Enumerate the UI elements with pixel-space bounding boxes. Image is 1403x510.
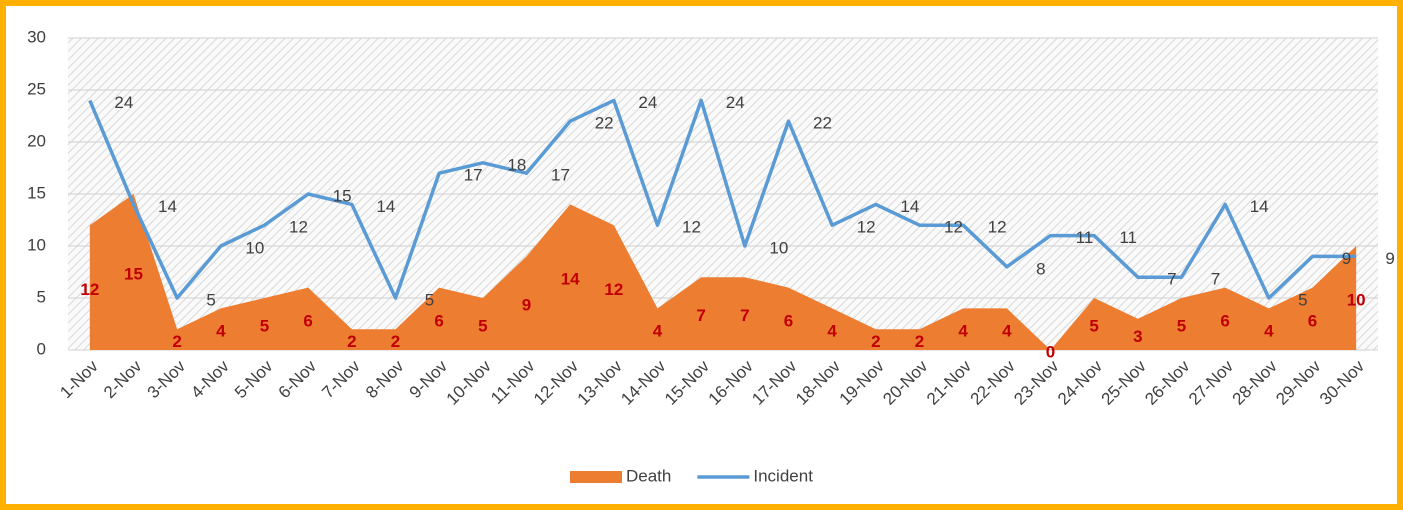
- legend-swatch: [570, 471, 622, 483]
- data-label: 4: [1002, 322, 1012, 341]
- data-label: 12: [857, 218, 876, 237]
- data-label: 5: [1298, 290, 1307, 309]
- data-label: 14: [376, 197, 395, 216]
- data-label: 12: [604, 280, 623, 299]
- legend-label: Death: [626, 466, 671, 485]
- data-label: 3: [1133, 327, 1142, 346]
- data-label: 12: [289, 218, 308, 237]
- data-label: 17: [464, 166, 483, 185]
- data-label: 6: [784, 311, 793, 330]
- data-label: 6: [1308, 311, 1317, 330]
- data-label: 5: [206, 290, 215, 309]
- data-label: 14: [900, 197, 919, 216]
- data-label: 7: [696, 306, 705, 325]
- y-tick-label: 10: [27, 235, 46, 254]
- data-label: 12: [988, 218, 1007, 237]
- data-label: 15: [124, 264, 143, 283]
- data-label: 22: [813, 114, 832, 133]
- data-label: 6: [303, 311, 312, 330]
- data-label: 4: [827, 322, 837, 341]
- data-label: 9: [522, 296, 531, 315]
- data-label: 7: [740, 306, 749, 325]
- y-tick-label: 5: [37, 287, 46, 306]
- y-tick-label: 30: [27, 27, 46, 46]
- y-tick-label: 25: [27, 79, 46, 98]
- data-label: 15: [333, 186, 352, 205]
- data-label: 7: [1167, 270, 1176, 289]
- data-label: 11: [1076, 228, 1094, 247]
- data-label: 4: [958, 322, 968, 341]
- data-label: 2: [915, 332, 924, 351]
- data-label: 12: [80, 280, 99, 299]
- data-label: 14: [158, 197, 177, 216]
- data-label: 4: [1264, 322, 1274, 341]
- data-label: 2: [172, 332, 181, 351]
- data-label: 4: [653, 322, 663, 341]
- data-label: 14: [561, 270, 580, 289]
- data-label: 17: [551, 166, 570, 185]
- data-label: 22: [595, 114, 614, 133]
- data-label: 24: [638, 93, 657, 112]
- data-label: 12: [682, 218, 701, 237]
- data-label: 5: [1177, 316, 1186, 335]
- data-label: 2: [871, 332, 880, 351]
- data-label: 4: [216, 322, 226, 341]
- data-label: 24: [114, 93, 133, 112]
- data-label: 7: [1211, 270, 1220, 289]
- data-label: 8: [1036, 259, 1045, 278]
- data-label: 5: [478, 316, 487, 335]
- data-label: 2: [391, 332, 400, 351]
- data-label: 10: [245, 238, 264, 257]
- data-label: 14: [1250, 197, 1269, 216]
- legend-label: Incident: [753, 466, 813, 485]
- data-label: 12: [944, 218, 963, 237]
- data-label: 0: [1046, 342, 1055, 361]
- data-label: 10: [1347, 290, 1366, 309]
- data-label: 5: [1089, 316, 1098, 335]
- data-label: 5: [260, 316, 269, 335]
- y-tick-label: 15: [27, 183, 46, 202]
- data-label: 10: [769, 238, 788, 257]
- area: [89, 194, 1357, 350]
- data-label: 9: [1342, 249, 1351, 268]
- line: [88, 98, 1357, 300]
- data-label: 6: [1220, 311, 1229, 330]
- data-label: 5: [425, 290, 434, 309]
- data-label: 2: [347, 332, 356, 351]
- data-label: 6: [434, 311, 443, 330]
- data-label: 11: [1119, 228, 1137, 247]
- data-label: 24: [726, 93, 745, 112]
- data-label: 18: [507, 155, 526, 174]
- data-label: 9: [1385, 249, 1394, 268]
- y-tick-label: 20: [27, 131, 46, 150]
- y-tick-label: 0: [37, 339, 46, 358]
